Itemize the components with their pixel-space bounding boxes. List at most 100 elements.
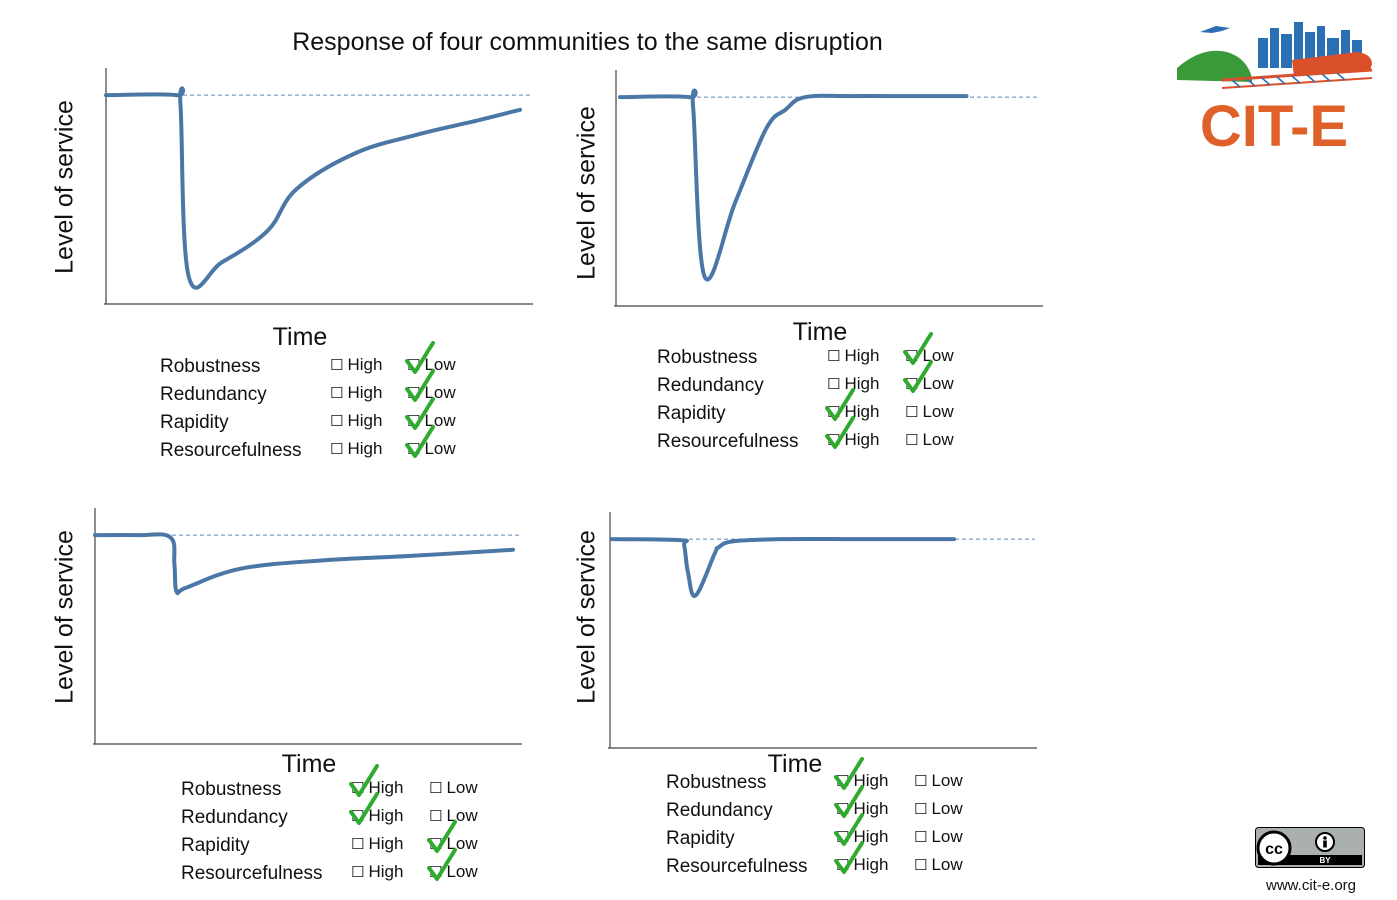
option-high[interactable]: ☐ High bbox=[827, 346, 879, 366]
unchecked-box-icon[interactable]: ☐ bbox=[905, 404, 919, 421]
checklist-row-resourcefulness: Resourcefulness ☐ High ☐ Low bbox=[181, 848, 501, 891]
option-high[interactable]: ☐ High bbox=[351, 834, 403, 854]
option-low[interactable]: ☐ Low bbox=[429, 778, 478, 798]
green-checkmark-icon bbox=[405, 369, 435, 402]
chart-2-service-curve bbox=[618, 88, 969, 282]
option-label: Low bbox=[922, 430, 954, 449]
option-label: Low bbox=[931, 771, 963, 790]
unchecked-box-icon[interactable]: ☐ bbox=[914, 773, 928, 790]
attribute-label: Robustness bbox=[666, 772, 767, 793]
attribute-label: Resourcefulness bbox=[666, 856, 808, 877]
option-low[interactable]: ☐ Low bbox=[914, 855, 963, 875]
option-low[interactable]: ☐ Low bbox=[903, 332, 954, 366]
chart-3-service-curve bbox=[93, 532, 515, 596]
chart-4-xlabel: Time bbox=[767, 750, 823, 778]
attribute-label: Rapidity bbox=[666, 828, 735, 849]
checklist-row-redundancy: Redundancy ☐ High ☐ Low bbox=[160, 369, 480, 412]
unchecked-box-icon[interactable]: ☐ bbox=[330, 385, 344, 402]
airplane-icon bbox=[1200, 26, 1230, 33]
checklist-row-resourcefulness: Resourcefulness ☐ High ☐ Low bbox=[657, 416, 977, 459]
green-checkmark-icon bbox=[825, 388, 855, 421]
attribute-label: Rapidity bbox=[181, 835, 250, 856]
option-high[interactable]: ☐ High bbox=[330, 383, 382, 403]
option-low[interactable]: ☐ Low bbox=[405, 425, 456, 459]
unchecked-box-icon[interactable]: ☐ bbox=[351, 864, 365, 881]
option-label: High bbox=[844, 430, 880, 449]
option-low[interactable]: ☐ Low bbox=[914, 799, 963, 819]
unchecked-box-icon[interactable]: ☐ bbox=[429, 808, 443, 825]
option-high[interactable]: ☐ High bbox=[349, 792, 403, 826]
option-low[interactable]: ☐ Low bbox=[903, 360, 954, 394]
option-label: Low bbox=[922, 402, 954, 421]
option-low[interactable]: ☐ Low bbox=[914, 771, 963, 791]
chart-3-xlabel: Time bbox=[281, 750, 337, 778]
unchecked-box-icon[interactable]: ☐ bbox=[330, 357, 344, 374]
unchecked-box-icon[interactable]: ☐ bbox=[827, 376, 841, 393]
svg-text:BY: BY bbox=[1319, 856, 1331, 865]
option-label: High bbox=[368, 834, 404, 853]
chart-4-ylabel: Level of service bbox=[572, 530, 601, 704]
checklist-row-rapidity: Rapidity ☐ High ☐ Low bbox=[666, 813, 986, 856]
green-checkmark-icon bbox=[825, 416, 855, 449]
hill-icon bbox=[1177, 50, 1252, 82]
option-low[interactable]: ☐ Low bbox=[914, 827, 963, 847]
chart-4-service-curve bbox=[610, 536, 956, 598]
option-high[interactable]: ☐ High bbox=[330, 355, 382, 375]
option-high[interactable]: ☐ High bbox=[834, 841, 888, 875]
unchecked-box-icon[interactable]: ☐ bbox=[914, 801, 928, 818]
train-icon bbox=[1292, 52, 1372, 76]
green-checkmark-icon bbox=[834, 785, 864, 818]
option-low[interactable]: ☐ Low bbox=[427, 848, 478, 882]
option-high[interactable]: ☐ High bbox=[330, 439, 382, 459]
svg-text:cc: cc bbox=[1265, 841, 1283, 858]
unchecked-box-icon[interactable]: ☐ bbox=[827, 348, 841, 365]
green-checkmark-icon bbox=[834, 841, 864, 874]
attribute-label: Robustness bbox=[181, 779, 282, 800]
option-label: Low bbox=[931, 799, 963, 818]
attribute-label: Rapidity bbox=[657, 403, 726, 424]
attribute-label: Redundancy bbox=[657, 375, 764, 396]
attribute-label: Rapidity bbox=[160, 412, 229, 433]
unchecked-box-icon[interactable]: ☐ bbox=[905, 432, 919, 449]
logo-text: CIT-E bbox=[1200, 94, 1348, 153]
checklist-row-robustness: Robustness ☐ High ☐ Low bbox=[657, 332, 977, 375]
green-checkmark-icon bbox=[349, 764, 379, 797]
option-low[interactable]: ☐ Low bbox=[905, 430, 954, 450]
chart-1-xlabel: Time bbox=[272, 323, 328, 351]
chart-title: Response of four communities to the same… bbox=[292, 28, 883, 56]
attribute-label: Robustness bbox=[160, 356, 261, 377]
option-label: Low bbox=[424, 439, 456, 458]
website-url[interactable]: www.cit-e.org bbox=[1265, 877, 1357, 894]
option-high[interactable]: ☐ High bbox=[825, 416, 880, 450]
unchecked-box-icon[interactable]: ☐ bbox=[330, 413, 344, 430]
unchecked-box-icon[interactable]: ☐ bbox=[914, 829, 928, 846]
option-label: High bbox=[347, 383, 383, 402]
attribute-label: Robustness bbox=[657, 347, 758, 368]
option-high[interactable]: ☐ High bbox=[351, 862, 403, 882]
green-checkmark-icon bbox=[903, 332, 933, 365]
green-checkmark-icon bbox=[349, 792, 379, 825]
option-label: High bbox=[347, 411, 383, 430]
option-low[interactable]: ☐ Low bbox=[905, 402, 954, 422]
attribute-label: Resourcefulness bbox=[657, 431, 799, 452]
attribute-label: Redundancy bbox=[666, 800, 773, 821]
green-checkmark-icon bbox=[405, 425, 435, 458]
checklist-row-redundancy: Redundancy ☐ High ☐ Low bbox=[666, 785, 986, 828]
option-label: High bbox=[347, 355, 383, 374]
checklist-row-rapidity: Rapidity ☐ High ☐ Low bbox=[657, 388, 977, 431]
checklist-row-resourcefulness: Resourcefulness ☐ High ☐ Low bbox=[666, 841, 986, 884]
attribute-label: Redundancy bbox=[181, 807, 288, 828]
unchecked-box-icon[interactable]: ☐ bbox=[429, 780, 443, 797]
option-label: Low bbox=[446, 778, 478, 797]
unchecked-box-icon[interactable]: ☐ bbox=[914, 857, 928, 874]
green-checkmark-icon bbox=[903, 360, 933, 393]
green-checkmark-icon bbox=[427, 820, 457, 853]
unchecked-box-icon[interactable]: ☐ bbox=[330, 441, 344, 458]
option-label: High bbox=[844, 346, 880, 365]
checklist-row-redundancy: Redundancy ☐ High ☐ Low bbox=[181, 792, 501, 835]
unchecked-box-icon[interactable]: ☐ bbox=[351, 836, 365, 853]
option-high[interactable]: ☐ High bbox=[330, 411, 382, 431]
